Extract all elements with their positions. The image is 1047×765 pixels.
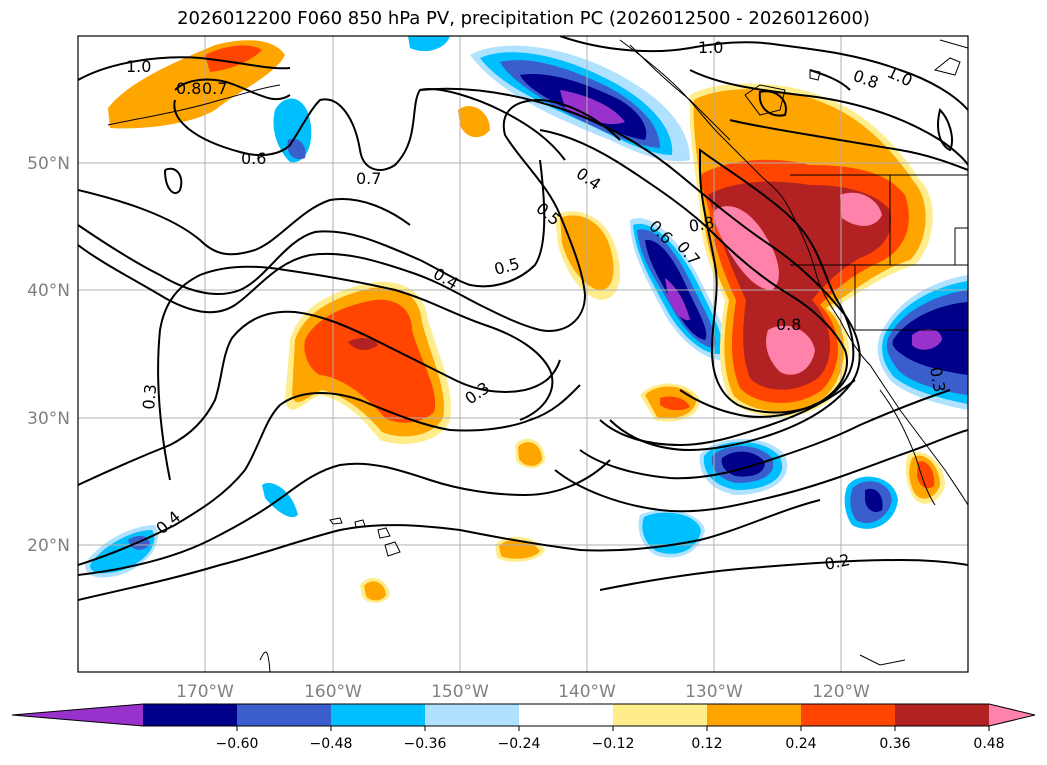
shade-orange2-17n: [364, 581, 386, 601]
colorbar-swatch: [707, 704, 802, 726]
contour-label: 0.8: [176, 79, 201, 98]
map-frame: [77, 35, 969, 673]
contour-label: 0.7: [356, 169, 381, 188]
colorbar-tick-label: −0.12: [592, 736, 635, 752]
shade-red-baja: [917, 461, 935, 489]
lat-label: 30°N: [27, 409, 70, 429]
colorbar-swatch: [895, 704, 990, 726]
shade-pink-coast-n: [714, 206, 779, 290]
shade-orange2-27n: [518, 442, 542, 466]
lat-labels: 50°N 40°N 30°N 20°N: [27, 154, 70, 556]
colorbar-tick-label: 0.12: [691, 736, 722, 752]
pv-contours: [78, 36, 968, 601]
contour-label: 1.0: [698, 38, 723, 57]
shade-orange-s1: [458, 106, 490, 138]
contour-label: 1.0: [126, 57, 151, 76]
coastlines: [107, 39, 968, 672]
shade-darkred-central: [348, 338, 378, 350]
colorbar-tick-label: 0.24: [785, 736, 816, 752]
lon-labels: 170°W 160°W 150°W 140°W 130°W 120°W: [176, 682, 870, 702]
colorbar-extend-right: [989, 704, 1035, 726]
contour-label: 0.2: [823, 550, 852, 574]
contour-label: 0.7: [202, 79, 227, 98]
colorbar-swatch: [143, 704, 238, 726]
colorbar-tick-label: −0.60: [216, 736, 259, 752]
colorbar: −0.60 −0.48 −0.36 −0.24 −0.12 0.12 0.24 0.36 0.4…: [11, 703, 1036, 752]
shade-red-nw: [205, 45, 262, 72]
shade-navy-22n-e: [865, 488, 883, 512]
shade-pink-coast-ne: [840, 192, 882, 226]
shade-red-30n: [660, 396, 690, 411]
state-borders: [790, 174, 968, 331]
colorbar-swatch: [801, 704, 896, 726]
gridlines: [78, 36, 968, 672]
contour-label: 0.3: [926, 365, 949, 393]
lat-label: 40°N: [27, 281, 70, 301]
lon-label: 170°W: [176, 682, 234, 702]
shade-purple-streak: [665, 278, 690, 321]
shade-blue-23n: [262, 483, 298, 518]
lon-label: 120°W: [812, 682, 870, 702]
figure-title: 2026012200 F060 850 hPa PV, precipitatio…: [177, 8, 870, 29]
map-area: 1.0 0.8 0.7 0.6 0.7 1.0 0.8 1.0 0.4 0.5 …: [78, 36, 968, 672]
shade-blue-top: [408, 36, 450, 52]
colorbar-swatch: [519, 704, 614, 726]
colorbar-extend-left: [12, 704, 143, 726]
colorbar-tick-label: −0.36: [404, 736, 447, 752]
contour-label: 0.8: [687, 213, 715, 236]
lon-label: 160°W: [304, 682, 362, 702]
shade-pink-coast-s: [766, 325, 815, 375]
contour-label: 0.8: [776, 315, 801, 334]
shade-purple-35n: [912, 328, 942, 350]
colorbar-tick-label: −0.24: [498, 736, 541, 752]
shade-purple-goa: [560, 90, 625, 125]
lon-label: 150°W: [431, 682, 489, 702]
colorbar-tick-label: 0.48: [973, 736, 1004, 752]
lat-label: 50°N: [27, 154, 70, 174]
lon-label: 140°W: [558, 682, 616, 702]
colorbar-swatch: [331, 704, 426, 726]
contour-label: 0.6: [241, 149, 266, 168]
lon-label: 130°W: [685, 682, 743, 702]
contour-label: 0.3: [139, 383, 160, 410]
colorbar-tick-label: 0.36: [879, 736, 910, 752]
lat-label: 20°N: [27, 536, 70, 556]
colorbar-swatch: [613, 704, 708, 726]
colorbar-tick-label: −0.48: [310, 736, 353, 752]
colorbar-swatch: [237, 704, 332, 726]
shade-red-central: [304, 299, 436, 423]
colorbar-swatch: [425, 704, 520, 726]
